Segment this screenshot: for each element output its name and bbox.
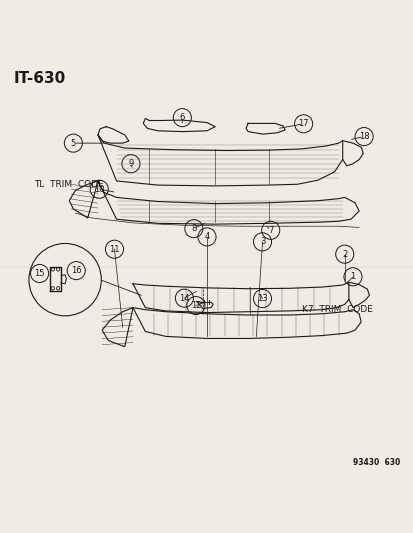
Text: 2: 2 <box>341 249 347 259</box>
Text: 12: 12 <box>190 301 201 310</box>
Text: IT-630: IT-630 <box>14 71 66 86</box>
Text: 13: 13 <box>256 294 267 303</box>
Text: K7  TRIM  CODE: K7 TRIM CODE <box>301 305 372 314</box>
Text: 5: 5 <box>71 139 76 148</box>
Text: 10: 10 <box>94 185 104 193</box>
Text: 16: 16 <box>71 266 81 275</box>
Text: 14: 14 <box>179 294 189 303</box>
Circle shape <box>29 244 101 316</box>
Text: 3: 3 <box>259 237 265 246</box>
Text: 17: 17 <box>298 119 308 128</box>
Text: 6: 6 <box>179 113 185 122</box>
Text: 15: 15 <box>34 269 45 278</box>
Text: 8: 8 <box>191 224 196 233</box>
Text: TL  TRIM  CODE: TL TRIM CODE <box>34 180 104 189</box>
Text: 93430  630: 93430 630 <box>352 458 399 467</box>
Text: 1: 1 <box>349 272 355 281</box>
Text: 9: 9 <box>128 159 133 168</box>
Text: 7: 7 <box>267 226 273 235</box>
Text: 11: 11 <box>109 245 119 254</box>
Text: 18: 18 <box>358 132 368 141</box>
Text: 4: 4 <box>204 232 209 241</box>
